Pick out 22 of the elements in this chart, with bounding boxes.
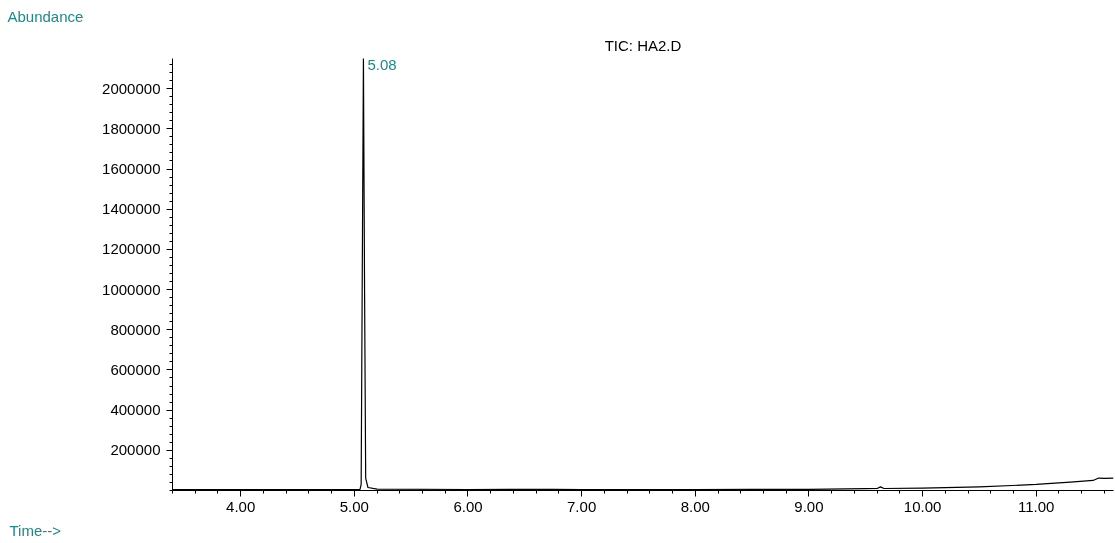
x-axis-title: Time-->: [9, 521, 62, 539]
chart-title: TIC: HA2.D: [604, 36, 682, 54]
y-tick-label: 200000: [110, 441, 161, 459]
y-tick-label: 600000: [110, 360, 161, 378]
x-tick-label: 9.00: [794, 497, 824, 515]
x-tick-label: 5.00: [339, 497, 369, 515]
x-tick-label: 7.00: [567, 497, 597, 515]
y-tick-label: 1200000: [102, 240, 161, 258]
x-tick-label: 6.00: [453, 497, 483, 515]
y-tick-label: 1800000: [102, 119, 161, 137]
y-tick-label: 800000: [110, 320, 161, 338]
y-tick-label: 1400000: [102, 200, 161, 218]
y-axis-title: Abundance: [7, 7, 84, 25]
x-tick-label: 10.00: [903, 497, 942, 515]
x-tick-label: 11.00: [1018, 497, 1055, 515]
annotation: 5.08: [367, 55, 397, 73]
y-tick-label: 1000000: [102, 280, 161, 298]
y-tick-label: 2000000: [102, 79, 161, 97]
y-tick-label: 1600000: [102, 160, 161, 178]
x-tick-label: 8.00: [680, 497, 710, 515]
x-tick-label: 4.00: [226, 497, 256, 515]
y-tick-label: 400000: [110, 401, 161, 419]
